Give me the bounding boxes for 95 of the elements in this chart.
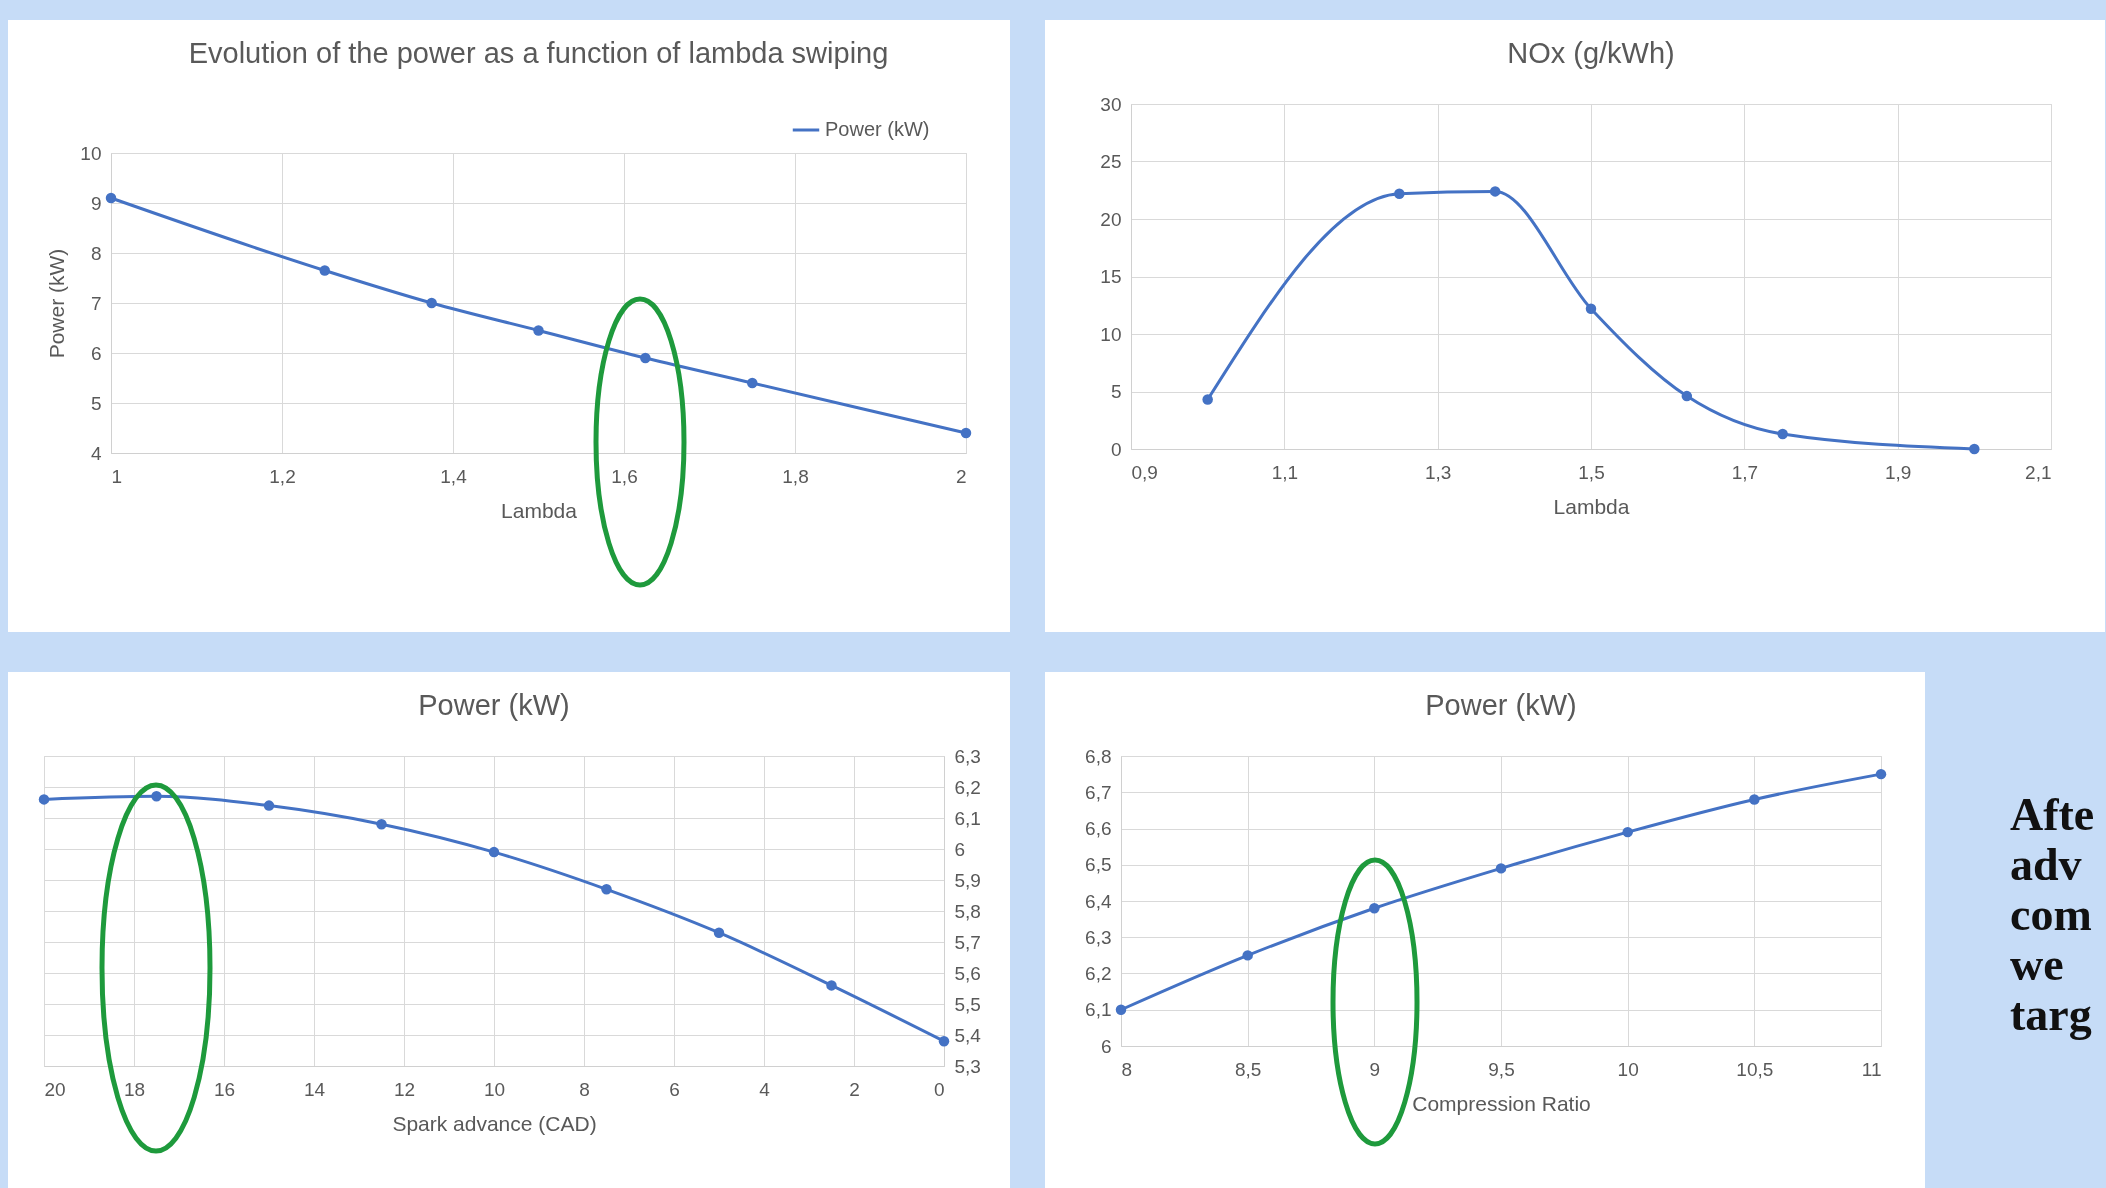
chart-title: Evolution of the power as a function of lambda swiping <box>188 37 889 69</box>
point <box>150 791 162 802</box>
y-tick-label: 5 <box>90 392 102 414</box>
x-axis-title: Lambda <box>1553 494 1630 518</box>
text: targ <box>2010 989 2093 1040</box>
point <box>375 818 387 830</box>
x-tick-label: 1,6 <box>611 465 638 487</box>
point <box>488 846 499 858</box>
y2-tick-label: 6 <box>954 838 965 860</box>
chart-title: Power (kW) <box>1424 689 1577 721</box>
x-tick-label: 1 <box>111 465 123 487</box>
x-tick-label: 10 <box>1617 1058 1639 1080</box>
y-tick-label: 6 <box>1100 1035 1111 1057</box>
y-tick-label: 0 <box>1110 438 1121 460</box>
x-tick-label: 2 <box>955 465 967 487</box>
x-axis-title: Spark advance (CAD) <box>391 1111 597 1135</box>
y2-tick-label: 5,8 <box>954 900 981 922</box>
x-tick-label: 16 <box>213 1078 235 1100</box>
y-tick-label: 10 <box>80 142 102 164</box>
y-tick-label: 15 <box>1099 266 1121 287</box>
x-tick-label: 2 <box>848 1078 860 1100</box>
x-tick-label: 2,1 <box>2024 461 2051 483</box>
x-tick-label: 20 <box>44 1078 66 1100</box>
y2-tick-label: 5,7 <box>954 931 981 953</box>
x-tick-label: 11 <box>1861 1058 1881 1080</box>
y-tick-label: 4 <box>90 442 102 464</box>
y-tick-label: 30 <box>1099 93 1121 115</box>
y2-tick-label: 6,1 <box>954 807 981 829</box>
point <box>938 1035 949 1047</box>
y-tick-label: 6,1 <box>1084 999 1111 1021</box>
x-tick-label: 1,9 <box>1884 461 1911 483</box>
y-tick-label: 6,8 <box>1084 745 1111 767</box>
y-tick-label: 7 <box>90 292 102 314</box>
text: adv <box>2010 839 2083 890</box>
y-tick-label: 25 <box>1099 151 1121 172</box>
x-tick-label: 1,2 <box>269 465 296 487</box>
point <box>825 980 837 991</box>
point <box>640 352 651 364</box>
x-tick-label: 6 <box>668 1078 680 1100</box>
text: com <box>2010 889 2093 940</box>
x-tick-label: 1,8 <box>782 465 809 487</box>
x-tick-label: 18 <box>123 1078 145 1100</box>
x-tick-label: 9,5 <box>1487 1058 1515 1080</box>
x-tick-label: 8,5 <box>1234 1058 1261 1080</box>
point <box>600 884 612 895</box>
text: Afte <box>2010 789 2095 840</box>
point <box>105 192 117 204</box>
x-tick-label: 9 <box>1369 1058 1380 1080</box>
chart-title: Power (kW) <box>417 689 570 721</box>
y-tick-label: 8 <box>90 242 102 264</box>
y-tick-label: 6,4 <box>1084 890 1112 912</box>
point <box>426 297 437 309</box>
y-tick-label: 20 <box>1099 208 1121 230</box>
x-tick-label: 0,9 <box>1131 461 1158 483</box>
y-tick-label: 9 <box>90 192 102 214</box>
y-tick-label: 6,3 <box>1084 926 1111 948</box>
point <box>38 794 49 805</box>
x-tick-label: 8 <box>578 1078 590 1100</box>
text: we <box>2010 939 2065 990</box>
y2-tick-label: 5,5 <box>954 993 981 1015</box>
point <box>319 265 330 276</box>
point <box>747 377 758 389</box>
x-tick-label: 1,3 <box>1424 461 1451 483</box>
x-tick-label: 14 <box>303 1078 325 1100</box>
y2-tick-label: 5,4 <box>954 1024 981 1046</box>
y-tick-label: 6 <box>90 342 102 364</box>
y2-tick-label: 5,3 <box>954 1055 981 1077</box>
legend-label: Power (kW) <box>825 118 930 140</box>
x-tick-label: 1,1 <box>1271 461 1298 483</box>
x-tick-label: 1,7 <box>1731 461 1758 483</box>
y-tick-label: 6,5 <box>1084 854 1111 876</box>
y-tick-label: 6,7 <box>1084 781 1111 803</box>
y2-tick-label: 5,9 <box>954 869 981 891</box>
x-tick-label: 0 <box>933 1078 944 1100</box>
y-tick-label: 6,2 <box>1084 963 1111 984</box>
point <box>713 927 724 938</box>
x-tick-label: 10 <box>483 1078 505 1100</box>
x-tick-label: 10,5 <box>1735 1058 1773 1080</box>
y-tick-label: 6,6 <box>1084 818 1111 839</box>
x-axis-title: Compression Ratio <box>1411 1091 1591 1115</box>
x-tick-label: 1,5 <box>1577 461 1605 483</box>
x-tick-label: 12 <box>393 1078 415 1100</box>
chart-title: NOx (g/kWh) <box>1506 37 1675 69</box>
x-tick-label: 4 <box>758 1078 770 1100</box>
y2-tick-label: 6,3 <box>954 745 981 767</box>
point <box>263 800 274 811</box>
y-tick-label: 10 <box>1099 323 1121 345</box>
x-axis-title: Lambda <box>501 498 578 522</box>
y-tick-label: 5 <box>1110 381 1121 402</box>
point <box>533 325 544 336</box>
y-axis-title: Power (kW) <box>45 248 69 359</box>
y2-tick-label: 6,2 <box>954 776 981 798</box>
x-tick-label: 1,4 <box>440 465 468 487</box>
point <box>960 427 972 439</box>
y2-tick-label: 5,6 <box>954 962 981 984</box>
